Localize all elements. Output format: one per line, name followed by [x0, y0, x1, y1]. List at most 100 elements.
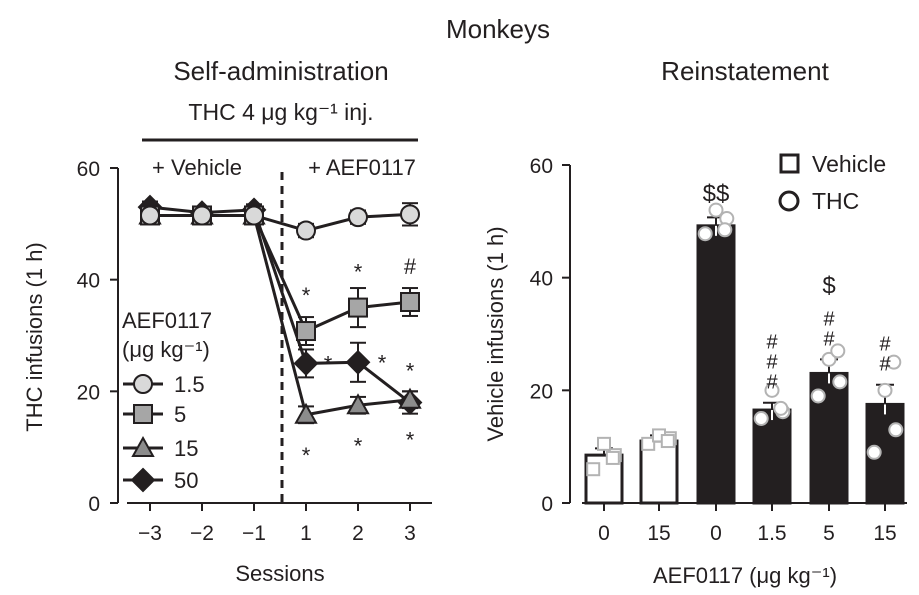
bar-annotation: #: [766, 332, 778, 354]
vehicle-data-point: [597, 436, 611, 451]
thc-data-point: [697, 226, 713, 242]
left-x-axis-label: Sessions: [235, 561, 324, 586]
diamond-marker: [130, 467, 156, 493]
significance-marker: *: [378, 350, 387, 375]
right-y-ticks: 0 20 40 60: [530, 155, 570, 516]
thc-data-point: [717, 222, 733, 238]
legend-title-line2: (μg kg⁻¹): [122, 337, 210, 362]
right-x-tick-label: 15: [873, 522, 896, 545]
left-y-tick-label: 40: [77, 270, 100, 293]
right-y-tick-label: 40: [530, 268, 553, 291]
right-x-tick-label: 5: [823, 522, 835, 545]
right-x-tick-label: 15: [647, 522, 670, 545]
right-panel-title: Reinstatement: [661, 56, 829, 86]
thc-data-point: [753, 411, 769, 426]
square-marker: [296, 321, 316, 342]
legend-thc-label: THC: [812, 188, 859, 214]
left-x-tick-label: 3: [404, 522, 416, 545]
square-marker: [348, 297, 368, 318]
thc-data-point: [821, 351, 837, 367]
circle-marker: [192, 205, 212, 226]
left-y-tick-label: 60: [77, 158, 100, 181]
left-legend: AEF0117 (μg kg⁻¹) 1.5 5 15 50: [122, 308, 212, 493]
right-y-tick-label: 60: [530, 155, 553, 178]
right-x-tick-label: 0: [710, 522, 722, 545]
significance-marker: *: [324, 351, 333, 376]
significance-marker: *: [354, 433, 363, 458]
left-series-group: * * # * * * * * *: [137, 194, 423, 468]
right-x-tick-label: 1.5: [757, 522, 786, 545]
left-x-tick-label: −1: [242, 522, 266, 545]
figure-title: Monkeys: [446, 14, 550, 44]
significance-marker: *: [406, 428, 415, 453]
right-y-tick-label: 20: [530, 380, 553, 403]
left-x-ticks: −3 −2 −1 1 2 3: [138, 503, 416, 545]
legend-vehicle-square-icon: [779, 153, 800, 174]
right-x-tick-label: 0: [598, 522, 610, 545]
thc-data-point: [832, 374, 848, 390]
triangle-marker: [346, 393, 370, 415]
significance-marker: *: [406, 359, 415, 384]
left-y-axis-label: THC infusions (1 h): [22, 242, 47, 432]
thc-data-point: [830, 343, 846, 359]
bar-annotation: #: [879, 354, 891, 376]
phase-label-aef0117: + AEF0117: [308, 155, 416, 180]
significance-marker: #: [404, 254, 417, 279]
right-y-axis-label: Vehicle infusions (1 h): [483, 226, 508, 441]
left-panel-title: Self-administration: [173, 56, 388, 86]
legend-thc-circle-icon: [778, 190, 800, 212]
thc-data-point: [866, 444, 882, 460]
circle-marker: [296, 220, 316, 241]
bar-annotation: $$: [703, 180, 730, 207]
left-y-tick-label: 0: [88, 493, 100, 516]
legend-label-50: 50: [174, 468, 198, 493]
thc-data-point: [888, 422, 904, 438]
right-y-tick-label: 0: [541, 493, 553, 516]
thc-data-point: [773, 400, 789, 416]
triangle-marker: [398, 387, 422, 409]
circle-marker: [133, 374, 153, 394]
legend-label-15: 15: [174, 436, 198, 461]
left-x-tick-label: 1: [300, 522, 312, 545]
bar-annotation: #: [823, 308, 835, 330]
right-bars-group: 0 15$$0###1.5$##5##15: [584, 180, 905, 545]
bar-annotation: #: [879, 334, 891, 356]
phase-label-vehicle: + Vehicle: [152, 155, 242, 180]
left-panel-subtitle: THC 4 μg kg⁻¹ inj.: [188, 99, 373, 125]
thc-data-point: [877, 382, 893, 398]
bar-annotation: #: [766, 352, 778, 374]
diamond-marker: [293, 351, 319, 376]
triangle-marker: [294, 402, 318, 424]
left-y-ticks: 0 20 40 60: [77, 158, 118, 516]
circle-marker: [140, 205, 160, 226]
diamond-marker: [345, 349, 371, 375]
thc-data-point: [764, 382, 780, 398]
circle-marker: [400, 204, 420, 225]
left-x-tick-label: −3: [138, 522, 162, 545]
triangle-marker: [131, 435, 155, 457]
vehicle-data-point: [586, 462, 601, 477]
legend-label-1.5: 1.5: [174, 372, 205, 397]
legend-vehicle-label: Vehicle: [812, 151, 886, 177]
square-marker: [400, 292, 420, 312]
right-legend: Vehicle THC: [778, 151, 886, 214]
reinstatement-panel: Reinstatement Vehicle infusions (1 h) AE…: [483, 56, 907, 588]
significance-marker: *: [354, 260, 363, 285]
circle-marker: [244, 205, 264, 226]
circle-marker: [348, 207, 368, 228]
bar-2: [696, 224, 736, 505]
bar-annotation: #: [766, 372, 778, 394]
left-x-tick-label: 2: [352, 522, 364, 545]
right-x-axis-label: AEF0117 (μg kg⁻¹): [653, 563, 837, 588]
self-administration-panel: Self-administration THC 4 μg kg⁻¹ inj. +…: [22, 56, 432, 586]
series-line-1.5: [150, 212, 411, 233]
bar-annotation: #: [823, 328, 835, 350]
significance-marker: *: [302, 443, 311, 468]
significance-marker: *: [302, 283, 311, 308]
thc-data-point: [810, 388, 826, 404]
thc-data-point: [886, 354, 902, 370]
thc-data-point: [708, 202, 724, 218]
left-x-tick-label: −2: [190, 522, 214, 545]
left-y-tick-label: 20: [77, 381, 100, 404]
